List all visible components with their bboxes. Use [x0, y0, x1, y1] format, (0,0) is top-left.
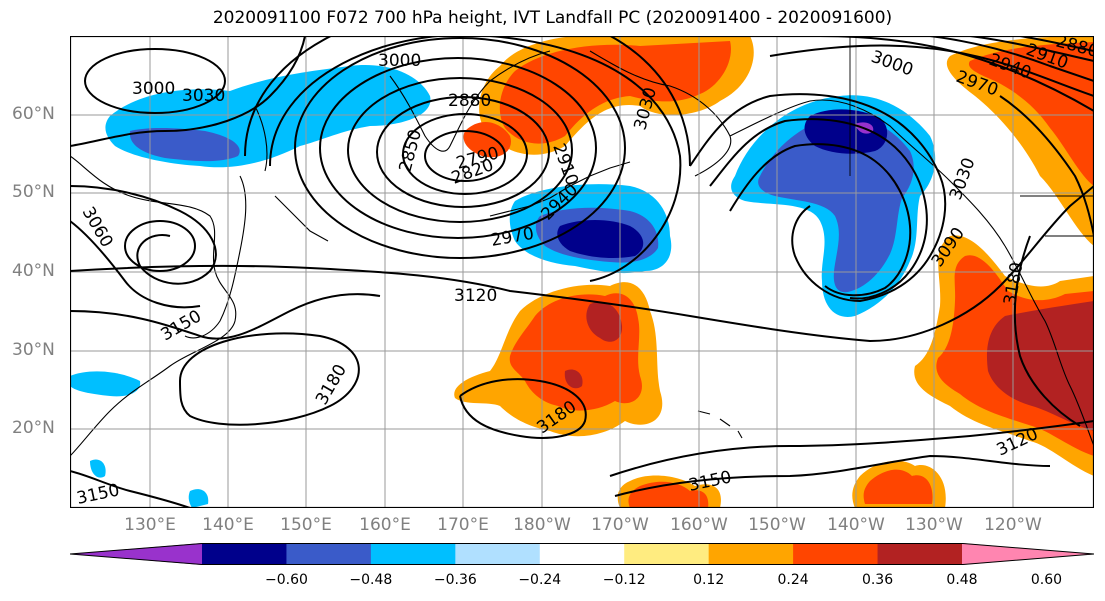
ivt-positive-shading [454, 36, 1094, 508]
colorbar-tick-label: −0.36 [433, 572, 477, 588]
lat-label-60: 60°N [12, 104, 55, 124]
lon-label-150e: 150°E [280, 515, 332, 535]
lon-label-170e: 170°E [437, 515, 489, 535]
lon-label-140w: 140°W [827, 515, 885, 535]
lon-label-170w: 170°W [591, 515, 649, 535]
colorbar-tick-label: 0.24 [777, 572, 809, 588]
colorbar-tick-label: 0.60 [1030, 572, 1063, 588]
lat-label-40: 40°N [12, 261, 55, 281]
colorbar-tick-label: −0.48 [349, 572, 393, 588]
ivt-negative-shading [70, 65, 936, 508]
height-contours [70, 36, 1094, 508]
lon-label-160e: 160°E [359, 515, 411, 535]
lon-label-140e: 140°E [202, 515, 254, 535]
lon-label-130e: 130°E [124, 515, 176, 535]
lon-label-150w: 150°W [748, 515, 806, 535]
colorbar-segment [877, 543, 963, 565]
contour-label: 3000 [378, 51, 421, 71]
colorbar-segment [624, 543, 710, 565]
contour-label: 3120 [454, 286, 497, 306]
lat-label-20: 20°N [12, 418, 55, 438]
colorbar-segment [962, 543, 1094, 565]
lat-label-30: 30°N [12, 340, 55, 360]
colorbar-segment [539, 543, 625, 565]
colorbar-segment [455, 543, 541, 565]
lon-label-160w: 160°W [670, 515, 728, 535]
contour-label: 2880 [448, 91, 491, 111]
coastlines [70, 36, 1094, 457]
colorbar-segment [708, 543, 794, 565]
colorbar-segment [202, 543, 287, 565]
contour-label: 3000 [132, 79, 175, 99]
colorbar-tick-label: −0.24 [518, 572, 562, 588]
colorbar-tick-label: −0.60 [264, 572, 308, 588]
lon-label-180w: 180°W [513, 515, 571, 535]
contour-label: 3030 [182, 86, 225, 106]
lon-label-130w: 130°W [905, 515, 963, 535]
map-plot: 3000 3030 3000 2880 2910 3030 2850 2790 … [70, 36, 1094, 508]
colorbar-tick-label: 0.48 [946, 572, 978, 588]
map-title: 2020091100 F072 700 hPa height, IVT Land… [212, 8, 893, 28]
colorbar-tick-label: 0.36 [861, 572, 894, 588]
colorbar-segment [370, 543, 456, 565]
colorbar-tick-label: 0.12 [693, 572, 725, 588]
colorbar-segment [793, 543, 879, 565]
colorbar-segment [286, 543, 372, 565]
lat-label-50: 50°N [12, 182, 55, 202]
colorbar-segment [70, 543, 202, 565]
lon-label-120w: 120°W [984, 515, 1042, 535]
colorbar [70, 543, 1094, 565]
colorbar-tick-label: −0.12 [602, 572, 646, 588]
